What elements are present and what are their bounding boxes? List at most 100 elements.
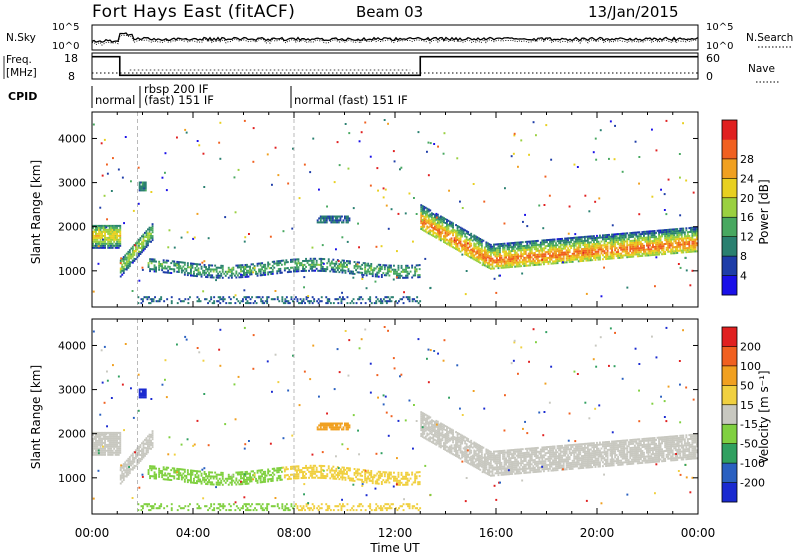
power-echo-cell: [497, 247, 500, 250]
power-echo-cell: [664, 253, 667, 255]
power-echo-cell: [119, 232, 122, 235]
power-echo-cell: [468, 241, 471, 244]
power-echo-cell: [646, 252, 648, 255]
velocity-echo-cell: [104, 441, 106, 444]
velocity-echo-cell: [259, 475, 262, 478]
power-echo-cell: [332, 266, 335, 269]
power-echo-cell: [686, 251, 689, 253]
power-echo-cell: [659, 231, 662, 234]
power-echo-cell: [480, 254, 483, 257]
power-echo-cell: [559, 245, 562, 248]
power-echo-cell: [567, 237, 570, 240]
power-echo-cell: [552, 262, 554, 265]
velocity-echo-cell: [148, 433, 151, 436]
velocity-echo-cell: [150, 447, 152, 450]
power-echo-cell: [424, 216, 427, 219]
velocity-echo-cell: [211, 483, 214, 486]
power-echo-cell: [186, 274, 189, 277]
velocity-echo-cell: [141, 394, 144, 397]
velocity-echo-cell: [144, 392, 147, 395]
power-echo-cell: [679, 241, 682, 244]
power-echo-cell: [497, 253, 500, 256]
power-echo-cell: [508, 256, 510, 259]
power-echo-cell: [520, 243, 523, 246]
power-echo-cell: [108, 226, 111, 229]
power-echo-cell: [96, 224, 99, 227]
power-echo-cell: [502, 266, 504, 269]
power-echo-cell: [162, 261, 165, 264]
power-echo-cell: [247, 265, 250, 268]
power-echo-cell: [240, 300, 243, 303]
power-echo-cell: [664, 235, 667, 238]
velocity-echo-cell: [429, 430, 432, 433]
power-echo-cell: [546, 251, 548, 254]
velocity-echo-cell: [268, 474, 271, 477]
velocity-echo-cell: [142, 442, 145, 445]
velocity-echo-cell: [441, 435, 444, 438]
power-echo-cell: [320, 257, 323, 260]
velocity-echo-cell: [229, 477, 232, 480]
power-echo-cell: [336, 217, 339, 220]
power-echo-cell: [337, 219, 340, 222]
power-echo-cell: [536, 263, 539, 266]
power-echo-cell: [323, 258, 326, 261]
velocity-echo-cell: [347, 428, 349, 431]
power-echo-cell: [692, 228, 695, 231]
power-echo-cell: [676, 236, 679, 238]
power-echo-cell: [262, 273, 265, 276]
velocity-echo-cell: [238, 479, 241, 482]
velocity-echo-cell: [319, 428, 322, 431]
velocity-echo-cell: [155, 473, 157, 476]
power-echo-cell: [618, 254, 621, 257]
power-echo-cell: [303, 267, 306, 270]
velocity-echo-cell: [151, 446, 154, 449]
velocity-echo-cell: [328, 424, 331, 427]
power-echo-cell: [626, 248, 629, 251]
power-echo-cell: [594, 200, 597, 203]
power-echo-cell: [104, 236, 106, 239]
power-echo-cell: [250, 271, 253, 274]
velocity-echo-cell: [145, 437, 148, 440]
velocity-echo-cell: [271, 471, 274, 474]
velocity-echo-cell: [344, 422, 346, 425]
velocity-echo-cell: [158, 475, 161, 478]
power-echo-cell: [661, 231, 663, 234]
power-echo-cell: [518, 261, 521, 264]
power-echo-cell: [677, 243, 680, 246]
power-echo-cell: [582, 250, 585, 252]
power-echo-cell: [427, 141, 430, 144]
nave-tick-top: 60: [706, 52, 720, 65]
power-echo-cell: [594, 246, 597, 249]
power-echo-cell: [315, 259, 318, 262]
power-echo-cell: [110, 238, 113, 241]
power-echo-cell: [489, 263, 492, 266]
power-echo-cell: [543, 259, 545, 262]
power-echo-cell: [665, 213, 668, 216]
power-echo-cell: [99, 226, 102, 229]
power-echo-cell: [420, 210, 423, 213]
power-echo-cell: [646, 254, 648, 257]
power-echo-cell: [427, 222, 430, 225]
velocity-echo-cell: [430, 441, 433, 444]
power-echo-cell: [652, 236, 654, 239]
power-echo-cell: [333, 181, 336, 184]
velocity-echo-cell: [376, 472, 379, 475]
power-echo-cell: [464, 239, 467, 242]
power-echo-cell: [116, 226, 119, 229]
power-echo-cell: [336, 269, 339, 271]
power-echo-cell: [618, 237, 621, 239]
power-echo-cell: [124, 256, 127, 259]
power-echo-cell: [479, 238, 482, 240]
power-echo-cell: [639, 245, 642, 248]
velocity-echo-cell: [402, 477, 404, 480]
power-echo-cell: [453, 237, 456, 240]
power-echo-cell: [644, 254, 647, 257]
power-echo-cell: [326, 298, 329, 301]
power-echo-cell: [180, 236, 183, 239]
power-echo-cell: [671, 252, 674, 255]
velocity-echo-cell: [306, 466, 309, 469]
power-heatmap: [92, 112, 698, 307]
power-echo-cell: [532, 121, 535, 124]
power-echo-cell: [496, 257, 498, 260]
power-echo-cell: [430, 218, 433, 221]
